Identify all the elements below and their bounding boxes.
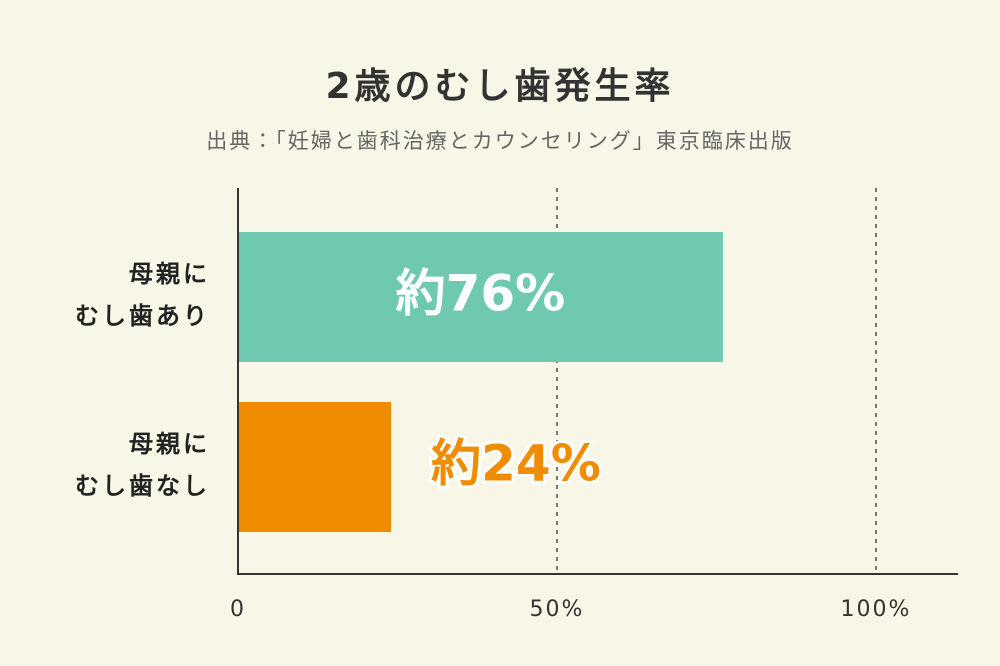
category-label-box: 母親に むし歯あり bbox=[75, 260, 210, 330]
x-tick-label: 0 bbox=[230, 597, 246, 622]
x-tick-label: 50% bbox=[530, 597, 585, 622]
chart-title: 2歳のむし歯発生率 bbox=[325, 66, 674, 107]
category-label: 母親に むし歯なし bbox=[75, 430, 210, 500]
x-tick-label: 100% bbox=[841, 597, 912, 622]
value-label: 約76% bbox=[396, 265, 566, 323]
bar bbox=[239, 402, 392, 532]
category-label-box: 母親に むし歯なし bbox=[75, 430, 210, 500]
category-label: 母親に むし歯あり bbox=[75, 260, 210, 330]
value-label: 約24% bbox=[431, 435, 601, 493]
bar bbox=[239, 232, 723, 362]
chart-subtitle: 出典：「妊婦と歯科治療とカウンセリング」東京臨床出版 bbox=[206, 129, 794, 153]
